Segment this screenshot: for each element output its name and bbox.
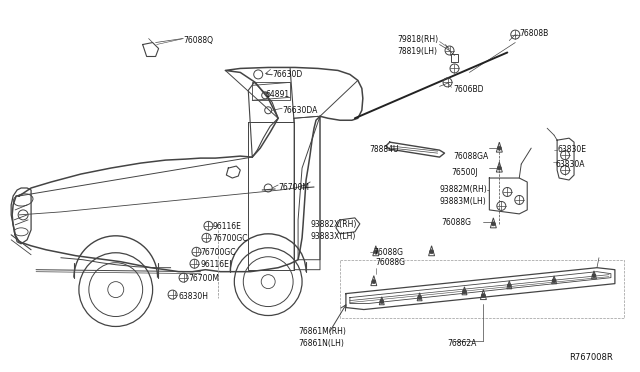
- Text: 76500J: 76500J: [451, 168, 478, 177]
- Text: 79818(RH): 79818(RH): [397, 35, 439, 44]
- Text: 93882X(RH): 93882X(RH): [310, 220, 356, 229]
- Text: 76700GC: 76700GC: [200, 248, 236, 257]
- Bar: [252, 82, 290, 100]
- Text: 76088G: 76088G: [442, 218, 472, 227]
- Circle shape: [418, 296, 422, 299]
- Circle shape: [508, 283, 511, 288]
- Text: 96116E: 96116E: [200, 260, 229, 269]
- Text: 93882M(RH): 93882M(RH): [440, 185, 487, 194]
- Circle shape: [429, 250, 433, 254]
- Text: 76088Q: 76088Q: [184, 36, 214, 45]
- Text: 76088G: 76088G: [374, 248, 404, 257]
- Text: 78819(LH): 78819(LH): [397, 46, 438, 55]
- Circle shape: [481, 294, 485, 298]
- Text: 76861M(RH): 76861M(RH): [298, 327, 346, 336]
- Text: 76808B: 76808B: [519, 29, 548, 38]
- Text: 76700M: 76700M: [278, 183, 309, 192]
- Text: 76861N(LH): 76861N(LH): [298, 339, 344, 349]
- Bar: [340, 260, 624, 318]
- Text: 76700M: 76700M: [189, 274, 220, 283]
- Circle shape: [497, 166, 501, 170]
- Text: 64891: 64891: [265, 90, 289, 99]
- Text: R767008R: R767008R: [569, 353, 613, 362]
- Text: 76630D: 76630D: [272, 70, 303, 80]
- Text: 76088GA: 76088GA: [454, 152, 489, 161]
- Circle shape: [372, 280, 376, 283]
- Circle shape: [497, 146, 501, 150]
- Circle shape: [592, 274, 596, 278]
- Text: 76088G: 76088G: [376, 258, 406, 267]
- Text: 93883X(LH): 93883X(LH): [310, 232, 355, 241]
- Circle shape: [492, 222, 495, 226]
- Text: 63830A: 63830A: [555, 160, 584, 169]
- Text: 76862A: 76862A: [447, 339, 477, 349]
- Circle shape: [552, 279, 556, 283]
- Text: 93883M(LH): 93883M(LH): [440, 197, 486, 206]
- Circle shape: [374, 250, 378, 254]
- Text: 96116E: 96116E: [212, 222, 241, 231]
- Text: 7606BD: 7606BD: [454, 86, 484, 94]
- Text: 78884U: 78884U: [370, 145, 399, 154]
- Circle shape: [380, 299, 384, 304]
- Circle shape: [463, 290, 467, 294]
- Text: 76630DA: 76630DA: [282, 106, 317, 115]
- Bar: [451, 54, 458, 62]
- Text: 76700GC: 76700GC: [212, 234, 248, 243]
- Text: 63830E: 63830E: [557, 145, 586, 154]
- Text: 63830H: 63830H: [179, 292, 209, 301]
